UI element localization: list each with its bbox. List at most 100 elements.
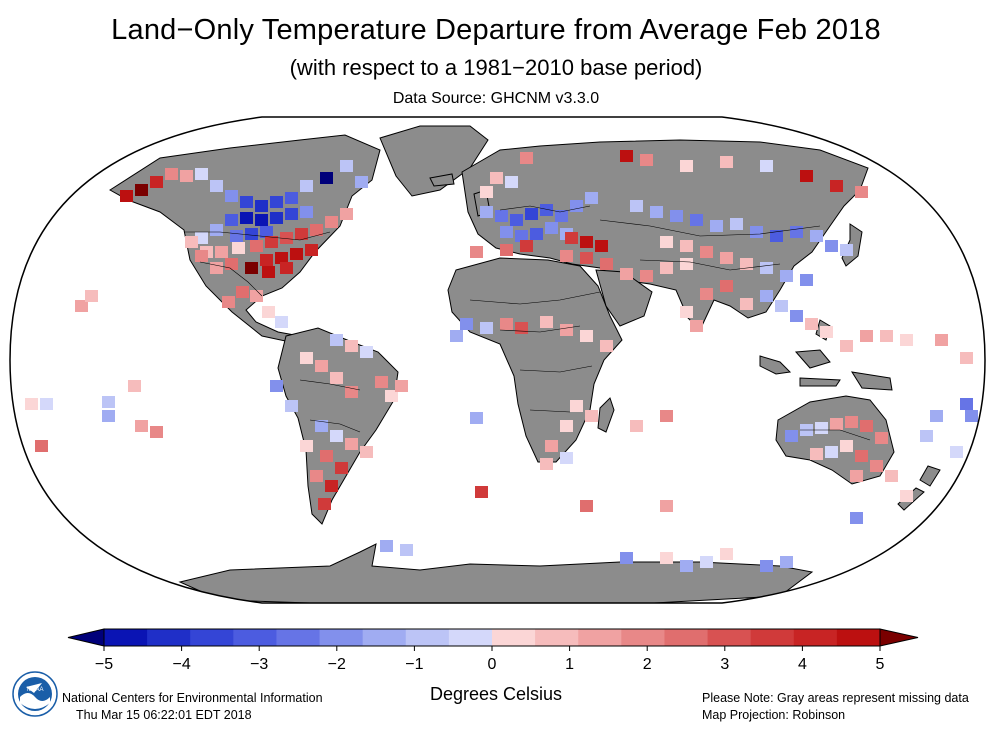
anomaly-cell [300,352,313,364]
anomaly-cell [930,410,943,422]
anomaly-cell [330,430,343,442]
anomaly-cell [560,324,573,336]
anomaly-cell [340,160,353,172]
anomaly-cell [480,206,493,218]
anomaly-cell [690,320,703,332]
anomaly-cell [325,480,338,492]
generated-date: Thu Mar 15 06:22:01 EDT 2018 [76,708,252,722]
anomaly-cell [360,446,373,458]
anomaly-cell [325,216,338,228]
color-bar-tick-label: 3 [720,656,729,673]
anomaly-cell [120,190,133,202]
anomaly-cell [270,196,283,208]
africa [447,257,623,463]
anomaly-cell [670,210,683,222]
anomaly-cells [25,150,978,572]
anomaly-cell [770,230,783,242]
anomaly-cell [620,552,633,564]
anomaly-cell [790,310,803,322]
anomaly-cell [640,154,653,166]
anomaly-cell [280,232,293,244]
footer-notes: Please Note: Gray areas represent missin… [702,690,969,724]
anomaly-cell [660,552,673,564]
anomaly-cell [210,180,223,192]
anomaly-cell [320,450,333,462]
anomaly-cell [620,268,633,280]
anomaly-cell [395,380,408,392]
footer-org: National Centers for Environmental Infor… [62,690,323,724]
anomaly-cell [700,556,713,568]
anomaly-cell [85,290,98,302]
anomaly-cell [720,280,733,292]
anomaly-cell [40,398,53,410]
anomaly-cell [310,470,323,482]
anomaly-cell [540,316,553,328]
color-bar-swatch [750,629,795,646]
anomaly-cell [222,296,235,308]
color-bar-swatch [190,629,234,646]
color-bar-tick-label: −2 [328,656,346,673]
anomaly-cell [825,240,838,252]
anomaly-cell [660,500,673,512]
anomaly-cell [860,420,873,432]
anomaly-cell [680,306,693,318]
anomaly-cell [545,222,558,234]
anomaly-cell [750,226,763,238]
anomaly-cell [760,560,773,572]
anomaly-cell [540,204,553,216]
anomaly-cell [815,422,828,434]
anomaly-cell [780,556,793,568]
anomaly-cell [760,290,773,302]
anomaly-cell [360,346,373,358]
color-bar-swatch [664,629,709,646]
eurasia [461,139,869,331]
anomaly-cell [35,440,48,452]
anomaly-cell [855,186,868,198]
anomaly-cell [270,380,283,392]
anomaly-cell [720,252,733,264]
anomaly-cell [630,200,643,212]
color-bar-tick-label: −5 [95,656,113,673]
anomaly-cell [800,170,813,182]
madagascar [597,397,615,433]
anomaly-cell [165,168,178,180]
color-bar-swatch [233,629,277,646]
anomaly-cell [640,270,653,282]
anomaly-cell [260,226,273,238]
anomaly-cell [680,240,693,252]
anomaly-cell [570,200,583,212]
anomaly-cell [900,490,913,502]
anomaly-cell [230,230,243,242]
anomaly-cell [225,214,238,226]
anomaly-cell [580,236,593,248]
anomaly-cell [135,184,148,196]
anomaly-cell [330,334,343,346]
data-source: Data Source: GHCNM v3.3.0 [392,90,600,107]
anomaly-cell [215,246,228,258]
anomaly-cell [250,290,263,302]
anomaly-cell [180,170,193,182]
anomaly-cell [560,420,573,432]
anomaly-cell [700,246,713,258]
anomaly-cell [128,380,141,392]
units-label: Degrees Celsius [429,684,563,704]
anomaly-cell [380,540,393,552]
color-bar-ticks: −5 −4 −3 −2 −1 0 1 2 3 4 5 [95,646,885,673]
anomaly-cell [240,212,253,224]
anomaly-cell [75,300,88,312]
noaa-logo: NOAA [12,671,58,717]
anomaly-cell [830,180,843,192]
color-bar-tick-label: −1 [405,656,423,673]
anomaly-cell [240,196,253,208]
anomaly-cell [880,330,893,342]
color-bar-tick-label: −4 [172,656,190,673]
anomaly-cell [245,228,258,240]
anomaly-cell [225,258,238,270]
color-bar-swatch [793,629,838,646]
anomaly-cell [150,176,163,188]
anomaly-cell [355,176,368,188]
south-america [277,327,399,525]
anomaly-cell [255,200,268,212]
color-bar-tick-label: 4 [798,656,807,673]
anomaly-cell [305,244,318,256]
